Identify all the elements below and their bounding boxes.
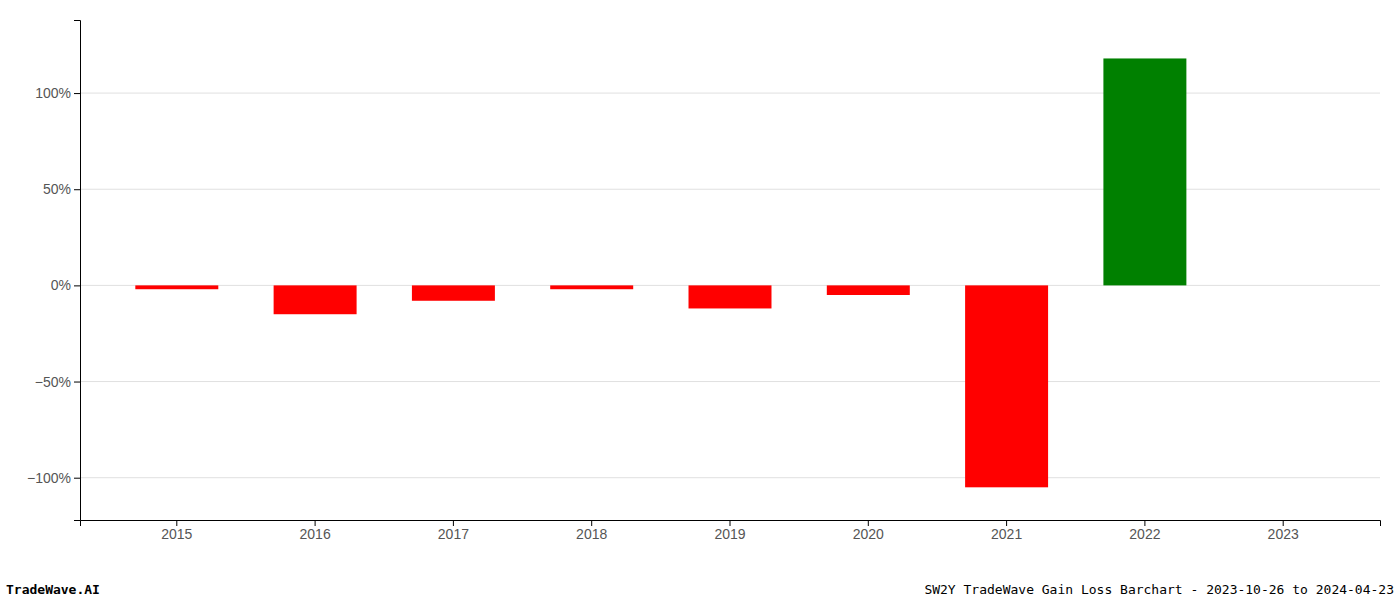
y-tick-label: 100% <box>35 85 71 101</box>
x-axis: 2015 2016 2017 2018 2019 2020 2021 2022 2023 <box>81 520 1381 542</box>
bar <box>412 285 495 300</box>
y-tick-mark <box>74 382 80 383</box>
x-tick: 2017 <box>438 520 469 542</box>
x-tick-label: 2019 <box>714 526 745 542</box>
y-tick-mark <box>74 285 80 286</box>
x-tick: 2020 <box>853 520 884 542</box>
bar <box>689 285 772 308</box>
footer-left: TradeWave.AI <box>6 582 100 597</box>
x-tick-label: 2018 <box>576 526 607 542</box>
x-tick: 2023 <box>1268 520 1299 542</box>
x-tick: 2022 <box>1129 520 1160 542</box>
grid-line <box>80 477 1380 478</box>
chart: −100%−50%0%50%100%2015201620172018201920… <box>0 0 1400 600</box>
y-tick: 100% <box>35 85 80 101</box>
footer-right: SW2Y TradeWave Gain Loss Barchart - 2023… <box>924 582 1394 597</box>
y-axis-line <box>74 21 81 521</box>
y-tick-mark <box>74 189 80 190</box>
bar <box>965 285 1048 487</box>
y-tick-label: 0% <box>51 277 71 293</box>
y-tick: 50% <box>43 181 80 197</box>
y-tick-label: −50% <box>35 374 71 390</box>
x-tick: 2021 <box>991 520 1022 542</box>
x-tick-label: 2015 <box>161 526 192 542</box>
y-tick-mark <box>74 93 80 94</box>
plot: −100%−50%0%50%100%2015201620172018201920… <box>27 21 1380 542</box>
x-tick: 2018 <box>576 520 607 542</box>
y-tick: 0% <box>51 277 80 293</box>
x-tick-label: 2023 <box>1268 526 1299 542</box>
bar <box>550 285 633 289</box>
grid-line <box>80 381 1380 382</box>
bar <box>1103 58 1186 285</box>
x-tick-label: 2017 <box>438 526 469 542</box>
x-tick-label: 2022 <box>1129 526 1160 542</box>
y-tick-label: 50% <box>43 181 71 197</box>
bars <box>135 58 1186 487</box>
y-tick-mark <box>74 478 80 479</box>
y-tick: −100% <box>27 470 80 486</box>
x-tick: 2015 <box>161 520 192 542</box>
x-tick-label: 2016 <box>300 526 331 542</box>
y-tick: −50% <box>35 374 80 390</box>
bar <box>1242 285 1325 286</box>
y-axis: −100% −50% 0% 50% 100% <box>27 21 80 521</box>
bar <box>827 285 910 295</box>
x-tick-label: 2020 <box>853 526 884 542</box>
bar <box>135 285 218 289</box>
bar <box>274 285 357 314</box>
x-tick: 2019 <box>714 520 745 542</box>
x-tick-label: 2021 <box>991 526 1022 542</box>
y-tick-label: −100% <box>27 470 71 486</box>
x-tick: 2016 <box>300 520 331 542</box>
